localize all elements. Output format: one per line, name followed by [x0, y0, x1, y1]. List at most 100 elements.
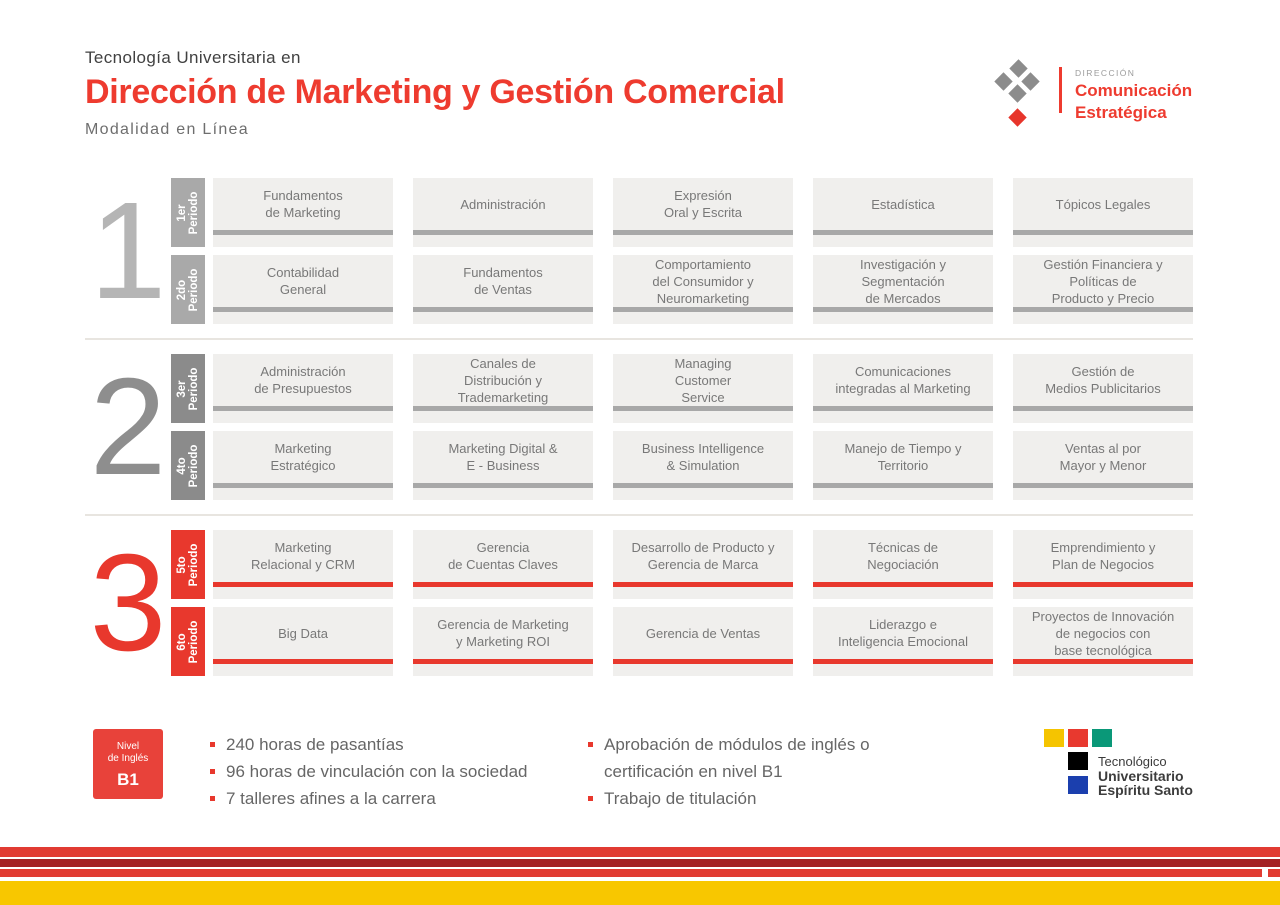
course-card: Expresión Oral y Escrita [613, 178, 793, 247]
period-row-5: 5to Periodo Marketing Relacional y CRM Ge… [171, 530, 1193, 599]
course-name: Gestión Financiera y Políticas de Produc… [1043, 256, 1163, 306]
period-row-2: 2do Periodo Contabilidad General Fundamen… [171, 255, 1193, 324]
brand-dept-label: DIRECCIÓN [1075, 68, 1136, 78]
diamond-icon [994, 72, 1013, 91]
course-card: Técnicas de Negociación [813, 530, 993, 599]
course-card: Big Data [213, 607, 393, 676]
university-name-line3: Espíritu Santo [1098, 782, 1193, 798]
course-name: Proyectos de Innovación de negocios con … [1031, 608, 1175, 658]
course-name: Fundamentos de Marketing [263, 188, 343, 220]
course-card: Manejo de Tiempo y Territorio [813, 431, 993, 500]
course-underline [213, 307, 393, 312]
year-2-number: 2 [89, 350, 167, 504]
course-card: Administración [413, 178, 593, 247]
course-name: Business Intelligence & Simulation [641, 441, 765, 473]
course-name: Gestión de Medios Publicitarios [1045, 364, 1161, 396]
period-tab-3: 3er Periodo [171, 354, 205, 423]
list-item: 240 horas de pasantías [210, 731, 570, 758]
course-name: Managing Customer Service [674, 355, 732, 405]
course-name: Gerencia de Marketing y Marketing ROI [437, 617, 569, 649]
badge-line1: Nivel [116, 741, 140, 752]
list-item: 96 horas de vinculación con la sociedad [210, 758, 570, 785]
course-name: Marketing Digital & E - Business [448, 441, 558, 473]
curriculum-grid: 1 1er Periodo Fundamentos de Marketing Ad… [85, 178, 1193, 676]
course-card: Comunicaciones integradas al Marketing [813, 354, 993, 423]
course-card: Marketing Relacional y CRM [213, 530, 393, 599]
period-tab-5: 5to Periodo [171, 530, 205, 599]
period-tab-4: 4to Periodo [171, 431, 205, 500]
course-card: Comportamiento del Consumidor y Neuromar… [613, 255, 793, 324]
course-underline [213, 659, 393, 664]
header: Tecnología Universitaria en Dirección de… [85, 48, 785, 139]
program-type: Tecnología Universitaria en [85, 48, 301, 67]
period-word: Periodo [188, 191, 200, 234]
course-name: Estadística [871, 196, 935, 212]
requirement-text: Aprobación de módulos de inglés o certif… [604, 735, 870, 781]
logo-square-green [1092, 729, 1112, 747]
course-underline [213, 483, 393, 488]
year-3-number: 3 [89, 526, 167, 680]
course-name: Investigación y Segmentación de Mercados [860, 256, 946, 306]
course-card: Gerencia de Ventas [613, 607, 793, 676]
requirement-text: 7 talleres afines a la carrera [226, 789, 436, 808]
university-name-line2: Universitario [1098, 768, 1184, 784]
course-underline [813, 582, 993, 587]
diamond-red-icon [1008, 108, 1027, 127]
course-name: Desarrollo de Producto y Gerencia de Mar… [631, 540, 775, 572]
course-card: Marketing Estratégico [213, 431, 393, 500]
brand-name-line2: Estratégica [1075, 103, 1167, 122]
period-ordinal: 6to [176, 632, 188, 651]
bullet-icon [588, 796, 593, 801]
section-divider [85, 514, 1193, 516]
direction-logo: DIRECCIÓN Comunicación Estratégica [993, 55, 1203, 145]
course-name: Fundamentos de Ventas [463, 265, 543, 297]
course-underline [413, 406, 593, 411]
period-tab-1: 1er Periodo [171, 178, 205, 247]
course-card: Estadística [813, 178, 993, 247]
university-name-line1: Tecnológico [1098, 754, 1167, 769]
logo-square-red [1068, 729, 1088, 747]
badge-line2: de Inglés [107, 753, 149, 764]
course-underline [213, 230, 393, 235]
logo-square-yellow [1044, 729, 1064, 747]
course-name: Comunicaciones integradas al Marketing [835, 364, 971, 396]
year-1-number: 1 [89, 174, 167, 328]
period-row-1: 1er Periodo Fundamentos de Marketing Admi… [171, 178, 1193, 247]
course-underline [1013, 582, 1193, 587]
diamond-icon [1021, 72, 1040, 91]
period-row-4: 4to Periodo Marketing Estratégico Marketi… [171, 431, 1193, 500]
course-name: Administración de Presupuestos [254, 364, 352, 396]
course-underline [813, 483, 993, 488]
course-name: Ventas al por Mayor y Menor [1059, 441, 1147, 473]
course-card: Gestión Financiera y Políticas de Produc… [1013, 255, 1193, 324]
period-word: Periodo [188, 268, 200, 311]
footer-stripe-yellow [0, 881, 1280, 905]
course-underline [613, 406, 793, 411]
course-card: Administración de Presupuestos [213, 354, 393, 423]
brand-name-line1: Comunicación [1075, 81, 1193, 100]
course-card: Desarrollo de Producto y Gerencia de Mar… [613, 530, 793, 599]
diamond-icon [1009, 59, 1028, 78]
course-card: Gerencia de Cuentas Claves [413, 530, 593, 599]
period-ordinal: 5to [176, 555, 188, 574]
period-ordinal: 1er [176, 203, 188, 222]
course-underline [213, 406, 393, 411]
course-card: Fundamentos de Ventas [413, 255, 593, 324]
list-item: 7 talleres afines a la carrera [210, 785, 570, 812]
course-underline [613, 659, 793, 664]
list-item: Trabajo de titulación [588, 785, 918, 812]
footer-stripe-red-2 [0, 869, 1280, 877]
course-underline [813, 406, 993, 411]
badge-level: B1 [117, 770, 139, 789]
course-underline [413, 230, 593, 235]
course-card: Gestión de Medios Publicitarios [1013, 354, 1193, 423]
period-ordinal: 4to [176, 456, 188, 475]
footer-stripe-notch [1262, 869, 1268, 877]
course-name: Contabilidad General [266, 265, 340, 297]
course-name: Marketing Relacional y CRM [250, 540, 356, 572]
course-underline [813, 230, 993, 235]
course-name: Gerencia de Cuentas Claves [448, 540, 558, 572]
period-word: Periodo [188, 444, 200, 487]
course-card: Marketing Digital & E - Business [413, 431, 593, 500]
course-name: Tópicos Legales [1055, 196, 1151, 212]
